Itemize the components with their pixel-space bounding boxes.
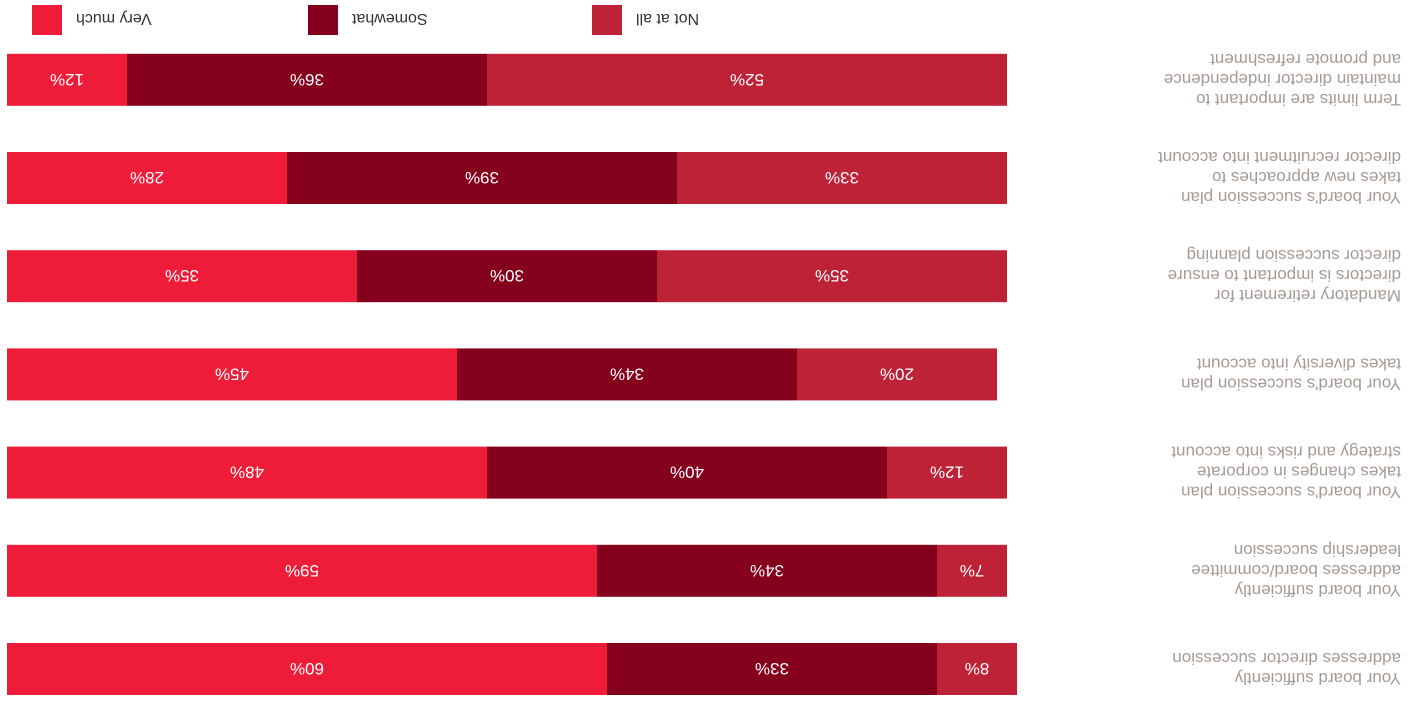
legend-label-not-at-all: Not at all <box>636 10 699 27</box>
data-label-somewhat-4: 34% <box>610 364 644 383</box>
data-label-very-much-1: 60% <box>290 659 324 678</box>
bar-somewhat-7 <box>127 53 487 106</box>
category-label-2: Your board sufficientlyaddresses board/c… <box>1191 541 1401 600</box>
data-label-somewhat-1: 33% <box>755 659 789 678</box>
bar-very-much-4 <box>7 348 457 401</box>
bars: 60% 33% 8% 59% 34% 7% 48% 40% 12% 45% 34% 20% 35% 30%… <box>7 53 1017 695</box>
bar-somewhat-3 <box>487 446 887 499</box>
data-label-very-much-7: 12% <box>50 70 84 89</box>
data-label-somewhat-3: 40% <box>670 463 704 482</box>
bar-very-much-3 <box>7 446 487 499</box>
category-label-1: Your board sufficientlyaddresses directo… <box>1172 649 1401 688</box>
data-label-not-at-all-7: 52% <box>730 70 764 89</box>
legend-swatch-very-much <box>32 5 62 35</box>
data-label-not-at-all-3: 12% <box>930 463 964 482</box>
bar-very-much-2 <box>7 544 597 597</box>
data-label-not-at-all-5: 35% <box>815 266 849 285</box>
bar-somewhat-6 <box>287 152 677 204</box>
category-label-3: Your board's succession plantakes change… <box>1171 443 1401 502</box>
data-label-somewhat-2: 34% <box>750 561 784 580</box>
category-label-4: Your board's succession plantakes divers… <box>1181 354 1401 393</box>
bar-not-at-all-5 <box>657 250 1007 303</box>
category-label-6: Your board's succession plantakes new ap… <box>1158 148 1401 207</box>
legend: Very much Somewhat Not at all <box>32 5 699 35</box>
legend-swatch-somewhat <box>308 5 338 35</box>
data-label-not-at-all-2: 7% <box>960 561 985 580</box>
data-label-very-much-6: 28% <box>130 168 164 187</box>
data-label-not-at-all-4: 20% <box>880 364 914 383</box>
bar-very-much-5 <box>7 250 357 303</box>
bar-not-at-all-1 <box>937 643 1017 695</box>
bar-not-at-all-4 <box>797 348 997 401</box>
data-label-somewhat-5: 30% <box>490 266 524 285</box>
category-label-5: Mandatory retirement fordirectors is imp… <box>1168 246 1401 305</box>
bar-somewhat-1 <box>607 643 937 695</box>
bar-very-much-6 <box>7 152 287 204</box>
bar-somewhat-4 <box>457 348 797 401</box>
legend-label-very-much: Very much <box>76 10 152 27</box>
bar-very-much-7 <box>7 53 127 106</box>
bar-not-at-all-7 <box>487 53 1007 106</box>
category-labels: Your board sufficientlyaddresses directo… <box>1158 50 1401 688</box>
data-label-very-much-2: 59% <box>285 561 319 580</box>
bar-very-much-1 <box>7 643 607 695</box>
data-label-very-much-3: 48% <box>230 463 264 482</box>
bar-somewhat-2 <box>597 544 937 597</box>
data-label-not-at-all-6: 33% <box>825 168 859 187</box>
bar-not-at-all-2 <box>937 544 1007 597</box>
data-label-not-at-all-1: 8% <box>965 659 990 678</box>
data-label-somewhat-7: 36% <box>290 70 324 89</box>
bar-not-at-all-3 <box>887 446 1007 499</box>
legend-label-somewhat: Somewhat <box>351 10 427 27</box>
legend-swatch-not-at-all <box>592 5 622 35</box>
data-label-very-much-4: 45% <box>215 364 249 383</box>
bar-somewhat-5 <box>357 250 657 303</box>
data-label-very-much-5: 35% <box>165 266 199 285</box>
category-label-7: Term limits are important tomaintain dir… <box>1164 50 1401 109</box>
bar-not-at-all-6 <box>677 152 1007 204</box>
data-label-somewhat-6: 39% <box>465 168 499 187</box>
